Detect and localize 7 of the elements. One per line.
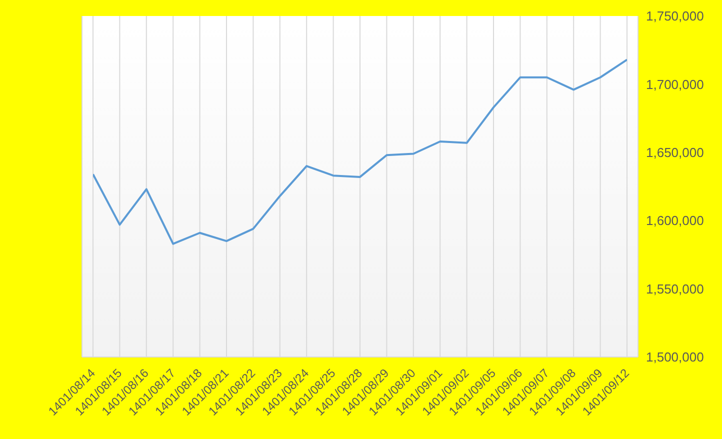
y-tick-label: 1,750,000	[646, 8, 704, 24]
y-tick-label: 1,550,000	[646, 281, 704, 296]
y-tick-label: 1,650,000	[646, 145, 704, 160]
y-tick-label: 1,700,000	[646, 76, 704, 92]
y-tick-label: 1,600,000	[646, 213, 704, 228]
y-tick-label: 1,500,000	[646, 350, 704, 365]
line-series	[93, 58, 627, 245]
